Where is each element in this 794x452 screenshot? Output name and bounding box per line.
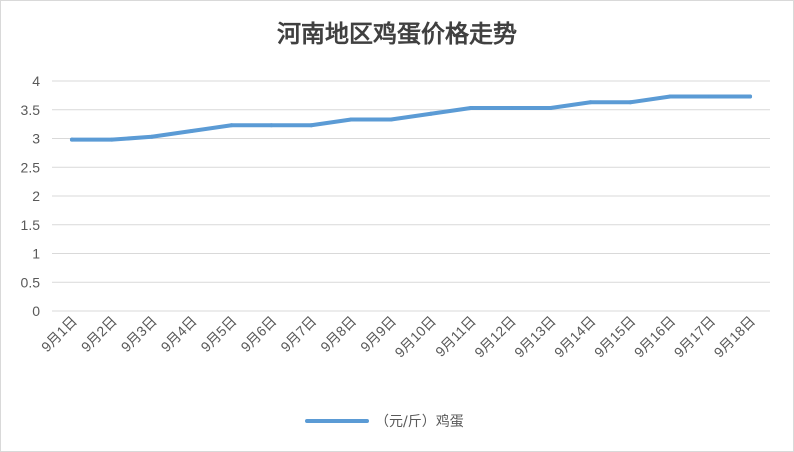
data-point <box>708 94 713 99</box>
y-tick-label: 1.5 <box>21 217 41 233</box>
x-tick-label: 9月11日 <box>432 313 479 360</box>
data-point <box>229 123 234 128</box>
x-tick-label: 9月4日 <box>158 313 200 355</box>
data-point <box>349 117 354 122</box>
x-tick-label: 9月10日 <box>391 313 439 361</box>
data-point <box>109 137 114 142</box>
y-tick-label: 3.5 <box>21 102 41 118</box>
data-point <box>588 100 593 105</box>
data-point <box>628 100 633 105</box>
data-point <box>428 111 433 116</box>
x-tick-label: 9月6日 <box>237 313 279 355</box>
y-tick-label: 0 <box>32 303 40 319</box>
x-tick-label: 9月3日 <box>118 313 160 355</box>
x-tick-label: 9月8日 <box>317 313 359 355</box>
data-point <box>269 123 274 128</box>
y-axis-ticks: 0 0.5 1 1.5 2 2.5 3 3.5 4 <box>21 73 41 319</box>
x-tick-label: 9月5日 <box>197 313 239 355</box>
x-tick-label: 9月16日 <box>631 313 679 361</box>
legend: （元/斤）鸡蛋 <box>305 413 464 430</box>
x-tick-label: 9月2日 <box>78 313 120 355</box>
data-point <box>309 123 314 128</box>
x-tick-label: 9月12日 <box>471 313 519 361</box>
data-point <box>389 117 394 122</box>
gridlines <box>52 80 770 312</box>
data-point <box>548 106 553 111</box>
series-layer <box>69 94 753 142</box>
data-point <box>69 137 74 142</box>
x-axis-ticks: 9月1日9月2日9月3日9月4日9月5日9月6日9月7日9月8日9月9日9月10… <box>38 313 758 361</box>
data-point <box>189 129 194 134</box>
x-tick-label: 9月1日 <box>38 313 80 355</box>
data-point <box>149 134 154 139</box>
series-line <box>69 94 753 142</box>
x-tick-label: 9月18日 <box>711 313 759 361</box>
y-tick-label: 2 <box>32 188 40 204</box>
data-point <box>468 106 473 111</box>
y-tick-label: 0.5 <box>21 274 41 290</box>
x-tick-label: 9月7日 <box>277 313 319 355</box>
chart-title: 河南地区鸡蛋价格走势 <box>277 20 517 48</box>
data-point <box>668 94 673 99</box>
legend-label: （元/斤）鸡蛋 <box>375 413 464 430</box>
y-tick-label: 3 <box>32 131 40 147</box>
x-tick-label: 9月14日 <box>551 313 599 361</box>
data-point <box>748 94 753 99</box>
y-tick-label: 4 <box>32 73 40 89</box>
y-tick-label: 2.5 <box>21 159 41 175</box>
data-point <box>508 106 513 111</box>
y-tick-label: 1 <box>32 246 40 262</box>
x-tick-label: 9月15日 <box>591 313 639 361</box>
x-tick-label: 9月13日 <box>511 313 559 361</box>
x-tick-label: 9月17日 <box>671 313 719 361</box>
